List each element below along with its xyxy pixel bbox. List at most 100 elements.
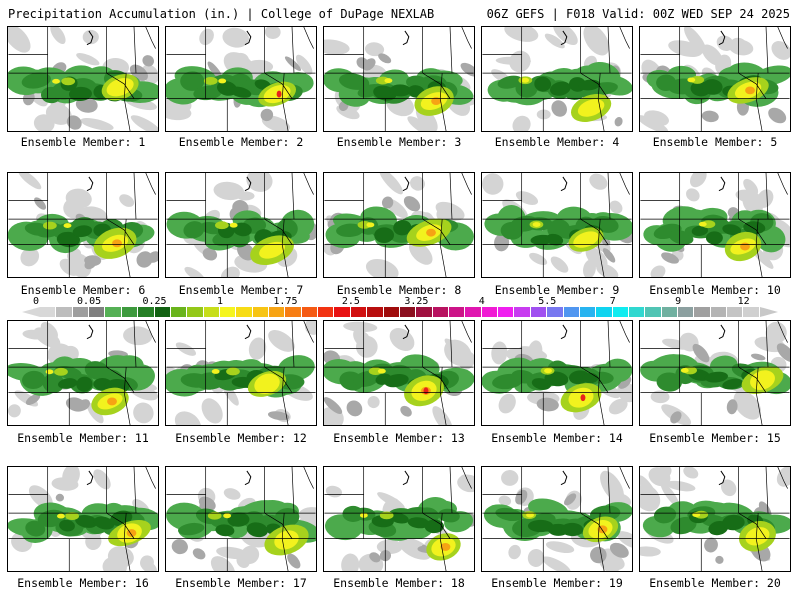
precip-field — [8, 467, 158, 571]
ensemble-member-map — [323, 466, 475, 572]
precip-field — [166, 173, 316, 277]
colorbar-swatch — [596, 307, 613, 317]
precip-field — [166, 467, 316, 571]
ensemble-member-map — [165, 466, 317, 572]
colorbar-right-arrow — [760, 307, 778, 317]
ensemble-member-label: Ensemble Member: 11 — [17, 431, 149, 445]
colorbar-swatch — [661, 307, 679, 317]
colorbar-swatch — [547, 307, 564, 317]
ensemble-member-map — [7, 320, 159, 426]
colorbar-swatch — [710, 307, 728, 317]
ensemble-member-map — [165, 320, 317, 426]
ensemble-member-label: Ensemble Member: 10 — [649, 283, 781, 297]
ensemble-member-label: Ensemble Member: 9 — [494, 283, 620, 297]
ensemble-member-map — [481, 320, 633, 426]
ensemble-member-map — [165, 172, 317, 278]
ensemble-member-label: Ensemble Member: 20 — [649, 576, 781, 590]
precip-field — [640, 27, 790, 131]
ensemble-member-map — [481, 26, 633, 132]
ensemble-member-map — [481, 172, 633, 278]
precip-field — [482, 27, 632, 131]
precip-field — [482, 467, 632, 571]
colorbar-tick-label: 9 — [675, 296, 682, 307]
colorbar-swatch — [481, 307, 499, 317]
colorbar-swatch — [383, 307, 400, 317]
ensemble-member-label: Ensemble Member: 4 — [494, 135, 620, 149]
ensemble-member-label: Ensemble Member: 8 — [336, 283, 462, 297]
colorbar-swatch — [89, 307, 106, 317]
colorbar-swatch — [628, 307, 646, 317]
colorbar-swatch — [154, 307, 171, 317]
colorbar-swatch — [743, 307, 760, 317]
precip-field — [640, 321, 790, 425]
colorbar-swatch — [187, 307, 204, 317]
ensemble-member-map — [7, 466, 159, 572]
ensemble-member-map — [639, 172, 791, 278]
colorbar-swatch — [138, 307, 155, 317]
precip-field — [482, 321, 632, 425]
colorbar-swatch — [203, 307, 220, 317]
colorbar-swatch — [579, 307, 597, 317]
ensemble-member-label: Ensemble Member: 13 — [333, 431, 465, 445]
colorbar-tick-label: 0 — [32, 296, 40, 307]
colorbar-tick-label: 0.05 — [77, 296, 102, 307]
ensemble-member-label: Ensemble Member: 14 — [491, 431, 623, 445]
ensemble-member-label: Ensemble Member: 12 — [175, 431, 307, 445]
ensemble-member-map — [165, 26, 317, 132]
colorbar-swatch — [350, 307, 368, 317]
colorbar-swatch — [465, 307, 482, 317]
colorbar-tick-label: 0.25 — [142, 296, 167, 307]
colorbar-swatch — [269, 307, 286, 317]
colorbar-swatch — [285, 307, 302, 317]
colorbar-swatch — [170, 307, 188, 317]
colorbar-swatch — [367, 307, 384, 317]
ensemble-member-map — [323, 172, 475, 278]
ensemble-member-label: Ensemble Member: 3 — [336, 135, 462, 149]
colorbar-swatch — [399, 307, 417, 317]
precip-field — [324, 467, 474, 571]
colorbar-swatch — [40, 307, 57, 317]
colorbar-swatch — [530, 307, 548, 317]
ensemble-member-label: Ensemble Member: 7 — [178, 283, 304, 297]
colorbar-swatch — [236, 307, 253, 317]
colorbar-tick-label: 12 — [737, 296, 750, 307]
colorbar-swatch — [678, 307, 695, 317]
ensemble-member-map — [323, 320, 475, 426]
model-valid-time: 06Z GEFS | F018 Valid: 00Z WED SEP 24 20… — [486, 7, 790, 21]
ensemble-member-label: Ensemble Member: 1 — [20, 135, 146, 149]
precip-field — [324, 27, 474, 131]
ensemble-member-label: Ensemble Member: 19 — [491, 576, 623, 590]
precip-field — [8, 321, 158, 425]
precip-field — [324, 321, 474, 425]
colorbar-tick-label: 7 — [609, 296, 616, 307]
colorbar-swatch — [334, 307, 351, 317]
precip-field — [8, 173, 158, 277]
ensemble-member-map — [7, 26, 159, 132]
ensemble-member-label: Ensemble Member: 15 — [649, 431, 781, 445]
colorbar — [40, 307, 760, 317]
colorbar-swatch — [645, 307, 662, 317]
colorbar-swatch — [416, 307, 433, 317]
colorbar-tick-label: 4 — [478, 296, 485, 307]
ensemble-member-label: Ensemble Member: 18 — [333, 576, 465, 590]
ensemble-member-map — [7, 172, 159, 278]
ensemble-member-label: Ensemble Member: 5 — [652, 135, 778, 149]
ensemble-member-label: Ensemble Member: 2 — [178, 135, 304, 149]
colorbar-tick-label: 5.5 — [538, 296, 557, 307]
precip-field — [8, 27, 158, 131]
ensemble-member-label: Ensemble Member: 16 — [17, 576, 149, 590]
colorbar-swatch — [514, 307, 531, 317]
colorbar-swatch — [72, 307, 90, 317]
colorbar-swatch — [694, 307, 711, 317]
plot-title: Precipitation Accumulation (in.) | Colle… — [8, 7, 435, 21]
ensemble-member-label: Ensemble Member: 17 — [175, 576, 307, 590]
colorbar-swatch — [252, 307, 270, 317]
colorbar-swatch — [498, 307, 515, 317]
precip-field — [640, 467, 790, 571]
colorbar-swatch — [432, 307, 449, 317]
ensemble-member-map — [639, 320, 791, 426]
colorbar-tick-label: 3.25 — [404, 296, 429, 307]
colorbar-swatch — [121, 307, 139, 317]
precip-field — [640, 173, 790, 277]
colorbar-swatch — [727, 307, 744, 317]
